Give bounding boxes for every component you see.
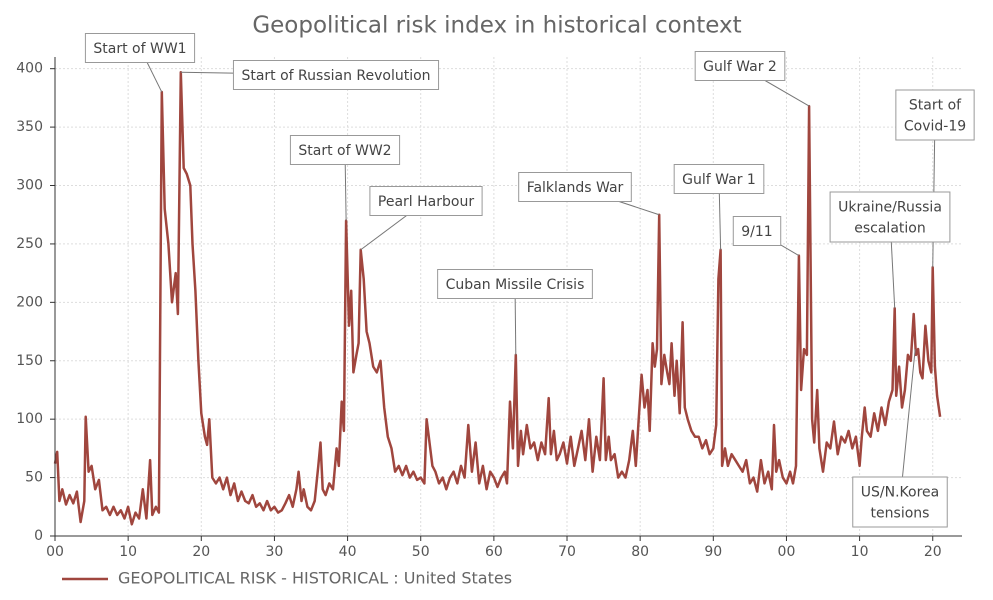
- legend-label: GEOPOLITICAL RISK - HISTORICAL : United …: [118, 569, 512, 588]
- x-tick-label: 00: [46, 544, 64, 560]
- annotation-text: Start of: [909, 98, 962, 114]
- series-line: [53, 70, 942, 526]
- annotation-text: Covid-19: [904, 119, 966, 135]
- annotation: US/N.Korea tensions: [852, 349, 948, 528]
- y-tick-label: 0: [34, 528, 43, 544]
- x-tick-label: 20: [924, 544, 942, 560]
- annotation: Pearl Harbour: [360, 186, 483, 251]
- annotation-box: [232, 60, 440, 90]
- y-tick-label: 250: [16, 236, 43, 252]
- legend: GEOPOLITICAL RISK - HISTORICAL : United …: [62, 569, 512, 588]
- x-tick-label: 00: [778, 544, 796, 560]
- annotation: Start of Covid-19: [895, 89, 975, 268]
- annotation: Cuban Missile Crisis: [437, 269, 593, 355]
- annotation-text: Start of WW1: [93, 41, 186, 57]
- plot: [53, 70, 942, 526]
- annotation-text: Gulf War 1: [682, 172, 756, 188]
- annotation-box: [732, 216, 782, 246]
- annotation: Falklands War: [518, 172, 660, 216]
- annotation-text: Falklands War: [527, 180, 624, 196]
- annotation-box: [289, 135, 401, 165]
- annotation-text: Start of WW2: [298, 143, 391, 159]
- x-tick-label: 80: [631, 544, 649, 560]
- annotation-box: [673, 164, 765, 194]
- annotation-box: [369, 186, 483, 216]
- annotation-box: [829, 191, 951, 243]
- x-tick-label: 30: [266, 544, 284, 560]
- x-tick-label: 40: [339, 544, 357, 560]
- annotation: Gulf War 1: [673, 164, 765, 250]
- x-tick-label: 20: [192, 544, 210, 560]
- annotation-box: [518, 172, 632, 202]
- annotation-box: [895, 89, 975, 141]
- annotations: Start of WW1 Start of Russian Revolution S…: [84, 33, 975, 528]
- annotation-text: Gulf War 2: [703, 59, 777, 75]
- annotation: 9/11: [732, 216, 800, 257]
- x-tick-label: 70: [558, 544, 576, 560]
- y-tick-label: 200: [16, 294, 43, 310]
- annotation: Start of WW1: [84, 33, 196, 93]
- annotation-text: Cuban Missile Crisis: [446, 277, 585, 293]
- annotation-text: tensions: [871, 506, 930, 522]
- annotation-text: US/N.Korea: [861, 485, 939, 501]
- annotation: Gulf War 2: [694, 51, 810, 107]
- annotation: Start of Russian Revolution: [180, 60, 440, 90]
- y-tick-label: 350: [16, 119, 43, 135]
- x-tick-label: 50: [412, 544, 430, 560]
- annotation-text: 9/11: [741, 224, 772, 240]
- annotation-text: escalation: [854, 221, 925, 237]
- annotation-box: [84, 33, 196, 63]
- y-tick-label: 300: [16, 178, 43, 194]
- annotation-box: [852, 476, 948, 528]
- annotation-text: Ukraine/Russia: [838, 200, 942, 216]
- annotation-box: [694, 51, 786, 81]
- x-tick-label: 10: [851, 544, 869, 560]
- y-tick-label: 150: [16, 353, 43, 369]
- annotation: Start of WW2: [289, 135, 401, 221]
- annotation-box: [437, 269, 593, 299]
- annotation-text: Pearl Harbour: [378, 194, 474, 210]
- x-tick-label: 90: [704, 544, 722, 560]
- x-tick-label: 10: [119, 544, 137, 560]
- axes: 0 50 100 150 200 250 300 350 400 00 10 20 30 40 50 60 70…: [16, 57, 962, 560]
- y-tick-label: 100: [16, 411, 43, 427]
- y-tick-label: 50: [25, 470, 43, 486]
- annotation-text: Start of Russian Revolution: [241, 68, 430, 84]
- annotation: Ukraine/Russia escalation: [829, 191, 951, 309]
- chart-title: Geopolitical risk index in historical co…: [252, 13, 741, 39]
- x-tick-label: 60: [485, 544, 503, 560]
- y-tick-label: 400: [16, 61, 43, 77]
